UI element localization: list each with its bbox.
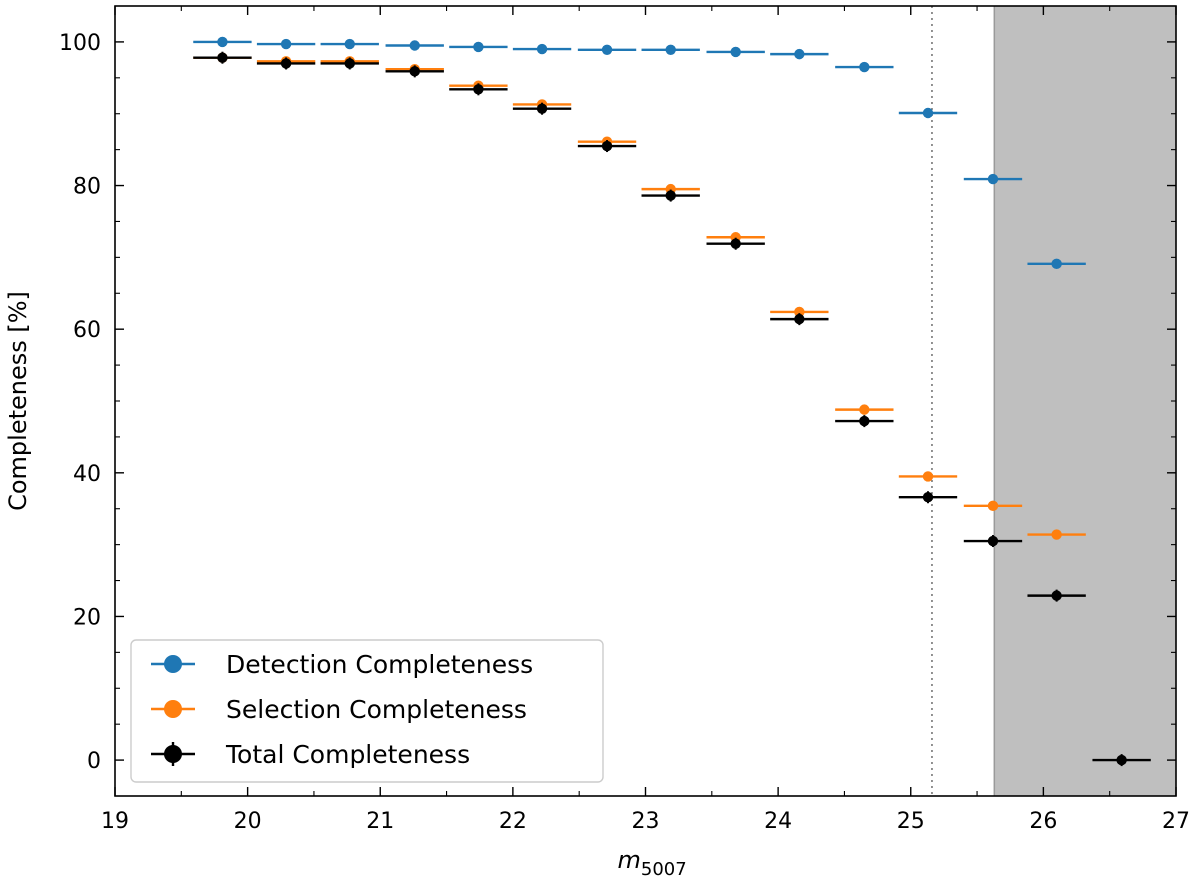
x-tick-label: 22	[499, 809, 527, 834]
data-point	[859, 415, 870, 427]
x-tick-label: 24	[764, 809, 792, 834]
x-axis-label-subscript: 5007	[641, 859, 687, 880]
y-tick-label: 0	[87, 749, 101, 774]
data-point	[601, 140, 613, 152]
data-point	[922, 107, 934, 119]
data-point	[794, 48, 805, 60]
data-point	[665, 190, 676, 201]
data-point	[730, 46, 741, 58]
data-point	[859, 404, 870, 415]
legend-label: Total Completeness	[225, 740, 470, 769]
legend-box	[130, 639, 604, 783]
series-total-completeness	[193, 51, 1151, 767]
data-point	[536, 43, 548, 55]
data-point	[987, 500, 999, 512]
data-point	[987, 535, 999, 547]
y-tick-label: 20	[73, 605, 101, 630]
x-tick-label: 25	[897, 809, 925, 834]
data-point	[409, 66, 420, 77]
legend-label: Selection Completeness	[226, 695, 527, 724]
data-point	[665, 44, 676, 56]
y-tick-label: 80	[73, 175, 101, 200]
shaded-region	[994, 6, 1176, 796]
data-point	[922, 492, 934, 503]
legend-marker	[164, 745, 182, 763]
x-tick-label: 19	[101, 809, 129, 834]
data-point	[1051, 258, 1062, 270]
data-point	[217, 52, 228, 63]
data-point	[280, 38, 292, 50]
data-point	[473, 41, 484, 53]
data-point	[794, 313, 805, 325]
legend-marker	[164, 700, 182, 718]
x-tick-label: 27	[1162, 809, 1190, 834]
y-tick-label: 40	[73, 462, 101, 487]
data-point	[344, 38, 355, 50]
data-point	[409, 40, 420, 51]
legend-label: Detection Completeness	[226, 650, 533, 679]
y-tick-label: 100	[59, 31, 101, 56]
data-point	[1051, 590, 1062, 601]
x-axis-label-main: m	[618, 846, 641, 874]
x-tick-label: 23	[632, 809, 660, 834]
y-tick-label: 60	[73, 318, 101, 343]
data-point	[1051, 529, 1062, 540]
data-point	[1116, 754, 1127, 766]
data-point	[536, 103, 548, 114]
data-point	[922, 471, 934, 482]
legend: Detection Completeness Selection Complete…	[130, 639, 604, 783]
y-axis-label: Completeness [%]	[4, 291, 32, 511]
data-point	[217, 36, 228, 48]
series-detection-completeness	[193, 36, 1086, 270]
data-point	[730, 238, 741, 249]
data-point	[280, 58, 292, 69]
legend-marker	[164, 655, 182, 673]
x-tick-label: 26	[1029, 809, 1057, 834]
x-tick-label: 21	[366, 809, 394, 834]
data-point	[987, 173, 999, 185]
data-point	[601, 44, 613, 56]
x-tick-label: 20	[234, 809, 262, 834]
data-point	[794, 306, 805, 318]
x-axis-label: m5007	[618, 846, 687, 880]
series-selection-completeness	[193, 52, 1086, 540]
data-point	[344, 58, 355, 69]
data-point	[473, 84, 484, 95]
data-point	[859, 61, 870, 73]
